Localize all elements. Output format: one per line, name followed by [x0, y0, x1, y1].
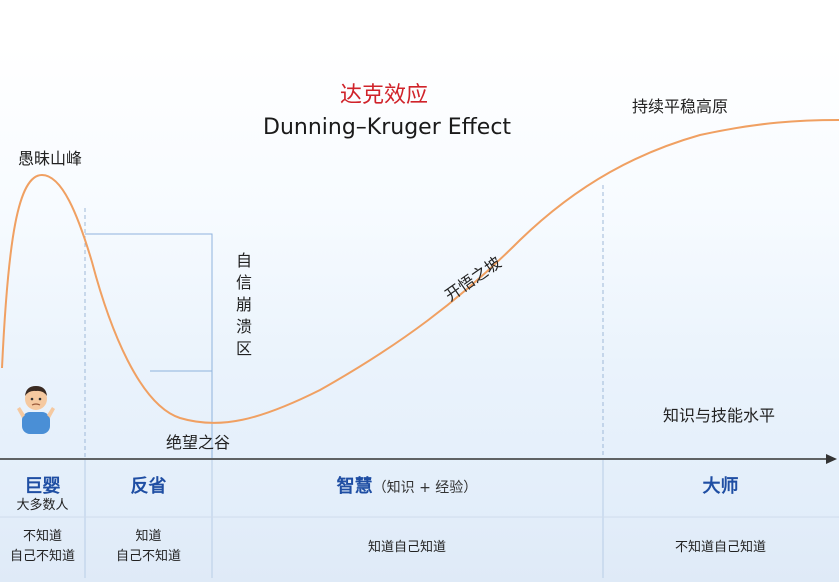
stage-subtitle-1: 大多数人: [16, 498, 69, 513]
title-english: Dunning–Kruger Effect: [263, 115, 512, 140]
stage-desc-1: 不知道 自己不知道: [0, 527, 85, 567]
stage-title-1: 巨婴: [0, 472, 85, 498]
title-chinese: 达克效应: [340, 83, 429, 108]
stage-name: 巨婴: [24, 476, 61, 497]
stage-name: 大师: [702, 476, 739, 497]
desc-line: 知道自己知道: [367, 540, 446, 555]
stage-title-3: 智慧（知识 + 经验）: [212, 472, 602, 498]
stage-name: 反省: [130, 476, 167, 497]
stage-title-4: 大师: [602, 472, 839, 498]
x-axis-label: 知识与技能水平: [663, 406, 776, 425]
desc-line: 知道: [135, 529, 162, 544]
label-collapse-zone: 自信崩溃区: [235, 251, 252, 358]
top-margin: [0, 0, 839, 44]
collapse-zone-guide: [85, 233, 213, 458]
confidence-curve: [1, 119, 839, 424]
label-peak: 愚昧山峰: [18, 149, 83, 168]
stage-desc-2: 知道 自己不知道: [85, 527, 212, 567]
stage-paren: （知识 + 经验）: [372, 480, 478, 496]
stage-desc-3: 知道自己知道: [212, 538, 602, 558]
diagram-background: [0, 44, 839, 582]
label-plateau: 持续平稳高原: [632, 97, 729, 116]
desc-line: 自己不知道: [115, 549, 181, 564]
stage-desc-4: 不知道自己知道: [602, 538, 839, 558]
x-axis-arrow: [826, 454, 837, 464]
desc-line: 不知道自己知道: [674, 540, 766, 555]
desc-line: 不知道: [22, 529, 62, 544]
confused-person-icon: [17, 386, 55, 434]
desc-line: 自己不知道: [9, 549, 75, 564]
stage-name: 智慧: [336, 476, 373, 497]
stage-title-2: 反省: [85, 472, 212, 498]
label-valley: 绝望之谷: [166, 433, 231, 452]
